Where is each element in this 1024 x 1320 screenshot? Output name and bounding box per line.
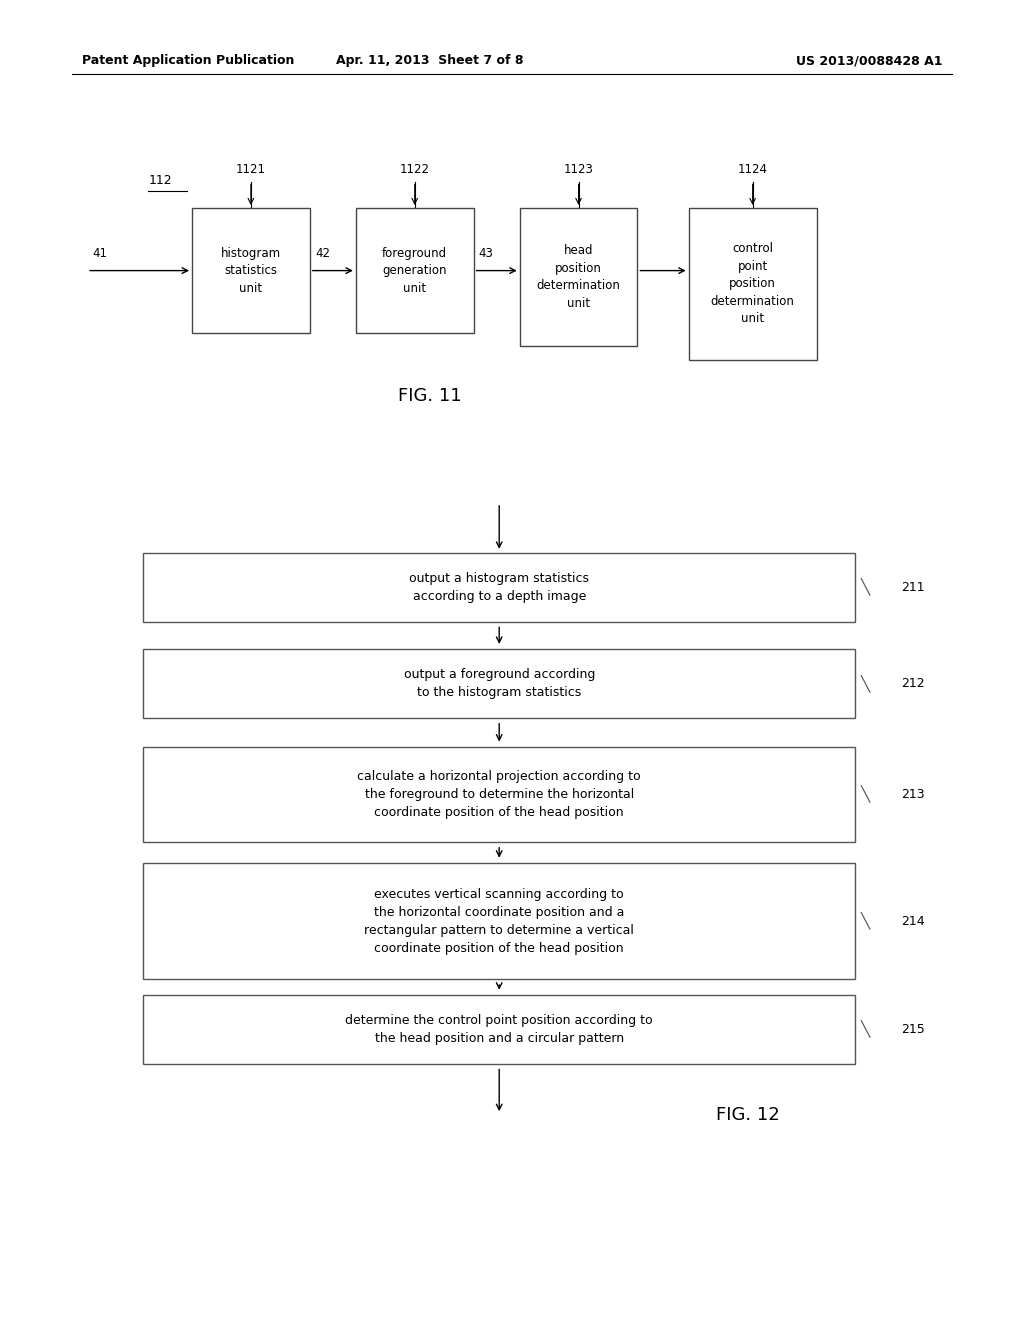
Text: ╲: ╲	[860, 578, 869, 597]
Text: 212: 212	[901, 677, 925, 690]
Bar	[143, 649, 855, 718]
Text: ╲: ╲	[860, 1020, 869, 1039]
Text: output a foreground according
to the histogram statistics: output a foreground according to the his…	[403, 668, 595, 700]
Text: foreground
generation
unit: foreground generation unit	[382, 247, 447, 294]
Bar	[519, 207, 637, 346]
Text: 213: 213	[901, 788, 925, 801]
Text: 41: 41	[92, 247, 108, 260]
Text: ╲: ╲	[860, 675, 869, 693]
Text: 42: 42	[315, 247, 330, 260]
Text: 1121: 1121	[236, 164, 266, 177]
Bar	[143, 863, 855, 979]
Text: FIG. 11: FIG. 11	[398, 387, 462, 405]
Text: 1124: 1124	[737, 164, 768, 177]
Text: Patent Application Publication: Patent Application Publication	[82, 54, 294, 67]
Bar	[143, 995, 855, 1064]
Bar	[356, 209, 473, 333]
Text: 211: 211	[901, 581, 925, 594]
Text: 1123: 1123	[563, 164, 594, 177]
Text: 214: 214	[901, 915, 925, 928]
Text: ╲: ╲	[860, 912, 869, 931]
Text: control
point
position
determination
unit: control point position determination uni…	[711, 243, 795, 325]
Text: 43: 43	[479, 247, 494, 260]
Text: head
position
determination
unit: head position determination unit	[537, 244, 621, 310]
Text: determine the control point position according to
the head position and a circul: determine the control point position acc…	[345, 1014, 653, 1045]
Bar	[143, 747, 855, 842]
Text: calculate a horizontal projection according to
the foreground to determine the h: calculate a horizontal projection accord…	[357, 770, 641, 820]
Bar	[143, 553, 855, 622]
Text: FIG. 12: FIG. 12	[716, 1106, 779, 1125]
Text: output a histogram statistics
according to a depth image: output a histogram statistics according …	[410, 572, 589, 603]
Text: 215: 215	[901, 1023, 925, 1036]
Text: 112: 112	[148, 174, 172, 187]
Bar	[688, 207, 817, 359]
Text: ╲: ╲	[860, 785, 869, 804]
Text: executes vertical scanning according to
the horizontal coordinate position and a: executes vertical scanning according to …	[365, 888, 634, 954]
Text: US 2013/0088428 A1: US 2013/0088428 A1	[796, 54, 942, 67]
Bar	[193, 209, 309, 333]
Text: Apr. 11, 2013  Sheet 7 of 8: Apr. 11, 2013 Sheet 7 of 8	[336, 54, 524, 67]
Text: histogram
statistics
unit: histogram statistics unit	[221, 247, 281, 294]
Text: 1122: 1122	[399, 164, 430, 177]
